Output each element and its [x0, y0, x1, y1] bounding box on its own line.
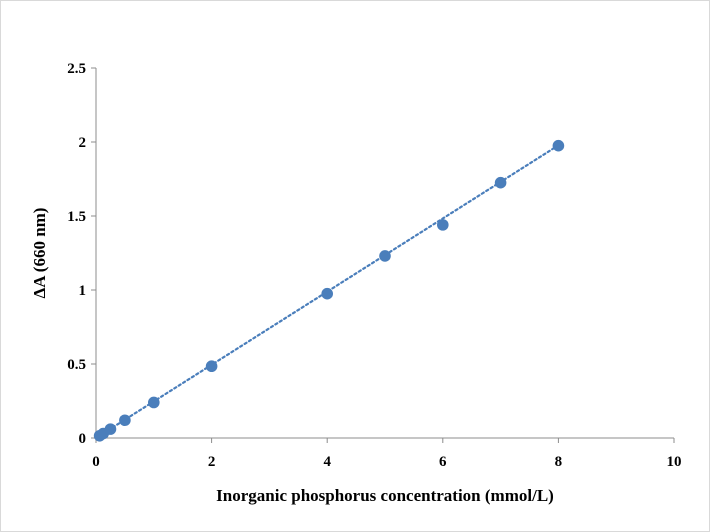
y-tick-label: 2.5 — [67, 61, 86, 77]
x-tick-label: 8 — [555, 454, 563, 470]
y-axis-title: ΔA (660 nm) — [30, 208, 49, 299]
data-point — [437, 219, 449, 231]
data-point — [119, 414, 131, 427]
x-tick-label: 0 — [92, 454, 100, 470]
y-tick-label: 1.5 — [67, 209, 86, 225]
y-tick-label: 0 — [79, 431, 87, 447]
axes — [91, 67, 675, 443]
data-point — [148, 396, 160, 409]
x-tick-label: 10 — [667, 454, 682, 470]
y-tick-label: 0.5 — [67, 357, 86, 373]
data-point — [321, 287, 334, 300]
data-point — [104, 423, 117, 435]
y-tick-label: 2 — [79, 135, 87, 151]
data-point — [494, 176, 507, 189]
x-tick-label: 2 — [208, 454, 216, 470]
y-tick-label: 1 — [79, 283, 87, 299]
data-points — [93, 139, 565, 442]
tick-labels: 0 2 4 6 8 10 0 0.5 1 1.5 2 2.5 — [67, 61, 681, 470]
data-point — [205, 360, 218, 373]
x-axis-title: Inorganic phosphorus concentration (mmol… — [216, 486, 554, 505]
x-tick-label: 6 — [439, 454, 447, 470]
data-point — [552, 139, 565, 152]
x-tick-label: 4 — [323, 454, 331, 470]
data-point — [379, 250, 391, 262]
